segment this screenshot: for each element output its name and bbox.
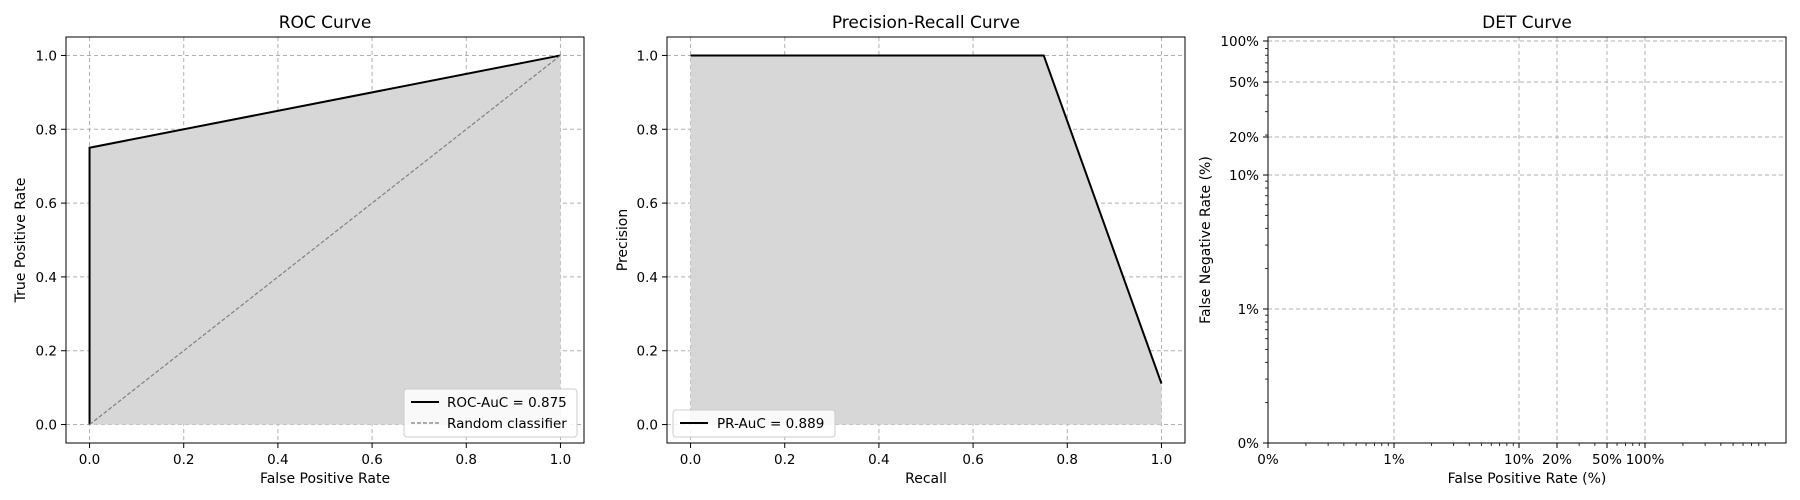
- det-y-tick-label-2: 10%: [1229, 168, 1259, 184]
- pr-x-tick-label-2: 0.4: [868, 452, 889, 468]
- pr-area-0: [690, 55, 1162, 425]
- det-y-tick-label-5: 100%: [1220, 34, 1259, 50]
- roc-x-tick-label-0: 0.0: [79, 452, 100, 468]
- roc-axes-frame: [65, 36, 585, 444]
- det-x-ticks: 0% 1% 10% 20% 50% 100%: [1257, 443, 1664, 468]
- pr-x-ticks: 0.0 0.2 0.4 0.6 0.8 1.0: [680, 443, 1172, 468]
- det-x-tick-label-5: 100%: [1626, 452, 1665, 468]
- det-grid: [1268, 37, 1786, 443]
- roc-x-tick-label-5: 1.0: [550, 452, 571, 468]
- roc-x-tick-label-1: 0.2: [173, 452, 194, 468]
- roc-panel: 0.0 0.2 0.4 0.6 0.8 1.0 0.0 0.2 0.4 0.6 0.8 1.0 RO…: [13, 13, 585, 487]
- roc-legend-box: [403, 388, 578, 438]
- pr-y-ticks: 0.0 0.2 0.4 0.6 0.8 1.0: [637, 48, 667, 434]
- det-y-tick-label-0: 0%: [1238, 436, 1260, 452]
- pr-x-tick-label-0: 0.0: [680, 452, 701, 468]
- pr-legend: PR-AuC = 0.889: [672, 409, 836, 438]
- roc-x-tick-label-2: 0.4: [267, 452, 288, 468]
- pr-title: Precision-Recall Curve: [832, 13, 1020, 33]
- pr-y-tick-label-2: 0.4: [637, 270, 658, 286]
- det-y-tick-label-4: 50%: [1229, 75, 1259, 91]
- pr-x-tick-label-4: 0.8: [1057, 452, 1078, 468]
- pr-y-tick-label-4: 0.8: [637, 122, 658, 138]
- roc-series-line-1: [89, 54, 561, 426]
- pr-panel: 0.0 0.2 0.4 0.6 0.8 1.0 0.0 0.2 0.4 0.6 0.8 1.0 Pr…: [615, 13, 1186, 487]
- pr-x-label: Recall: [905, 471, 947, 487]
- det-y-ticks: 0% 1% 10% 20% 50% 100%: [1220, 34, 1268, 452]
- det-x-tick-label-0: 0%: [1257, 452, 1279, 468]
- pr-axes-frame: [666, 36, 1186, 444]
- det-x-label: False Positive Rate (%): [1448, 471, 1607, 487]
- det-y-tick-label-3: 20%: [1229, 130, 1259, 146]
- det-panel: 0% 1% 10% 20% 50% 100% 0%1%10%20%50%100% DET …: [1198, 13, 1787, 487]
- pr-series-line-0: [690, 54, 1163, 384]
- det-x-tick-label-3: 20%: [1542, 452, 1572, 468]
- pr-y-tick-label-0: 0.0: [637, 418, 658, 434]
- roc-legend-label-roc: ROC-AuC = 0.875: [447, 395, 567, 411]
- roc-y-tick-label-2: 0.4: [36, 270, 57, 286]
- pr-legend-label: PR-AuC = 0.889: [717, 416, 824, 432]
- pr-y-tick-label-5: 1.0: [637, 48, 658, 64]
- roc-y-tick-label-4: 0.8: [36, 122, 57, 138]
- pr-y-tick-label-3: 0.6: [637, 196, 658, 212]
- roc-y-tick-label-0: 0.0: [36, 418, 57, 434]
- roc-y-tick-label-5: 1.0: [36, 48, 57, 64]
- pr-legend-box: [672, 409, 836, 438]
- roc-y-ticks: 0.0 0.2 0.4 0.6 0.8 1.0: [36, 48, 66, 434]
- det-title: DET Curve: [1482, 13, 1572, 33]
- roc-y-label: True Positive Rate: [13, 178, 29, 304]
- det-x-tick-label-1: 1%: [1383, 452, 1405, 468]
- roc-x-label: False Positive Rate: [260, 471, 390, 487]
- det-x-tick-label-2: 10%: [1504, 452, 1534, 468]
- roc-title: ROC Curve: [279, 13, 372, 33]
- det-minor-ticks: [1265, 48, 1766, 446]
- roc-y-tick-label-3: 0.6: [36, 196, 57, 212]
- roc-x-tick-label-4: 0.8: [456, 452, 477, 468]
- roc-legend: ROC-AuC = 0.875 Random classifier: [403, 388, 578, 438]
- det-x-tick-label-4: 50%: [1592, 452, 1622, 468]
- pr-x-tick-label-1: 0.2: [774, 452, 795, 468]
- roc-area-0: [89, 55, 561, 425]
- roc-x-ticks: 0.0 0.2 0.4 0.6 0.8 1.0: [79, 443, 571, 468]
- pr-x-tick-label-5: 1.0: [1151, 452, 1172, 468]
- pr-x-tick-label-3: 0.6: [962, 452, 983, 468]
- det-y-label: False Negative Rate (%): [1198, 156, 1214, 324]
- roc-plot-area: [88, 54, 561, 426]
- roc-series-line-0: [88, 54, 561, 425]
- det-axes-frame: [1267, 36, 1787, 444]
- roc-y-tick-label-1: 0.2: [36, 344, 57, 360]
- det-y-tick-label-1: 1%: [1238, 302, 1260, 318]
- pr-plot-area: [690, 54, 1163, 425]
- pr-y-tick-label-1: 0.2: [637, 344, 658, 360]
- pr-y-label: Precision: [615, 209, 631, 271]
- roc-legend-label-random: Random classifier: [447, 416, 567, 432]
- roc-x-tick-label-3: 0.6: [361, 452, 382, 468]
